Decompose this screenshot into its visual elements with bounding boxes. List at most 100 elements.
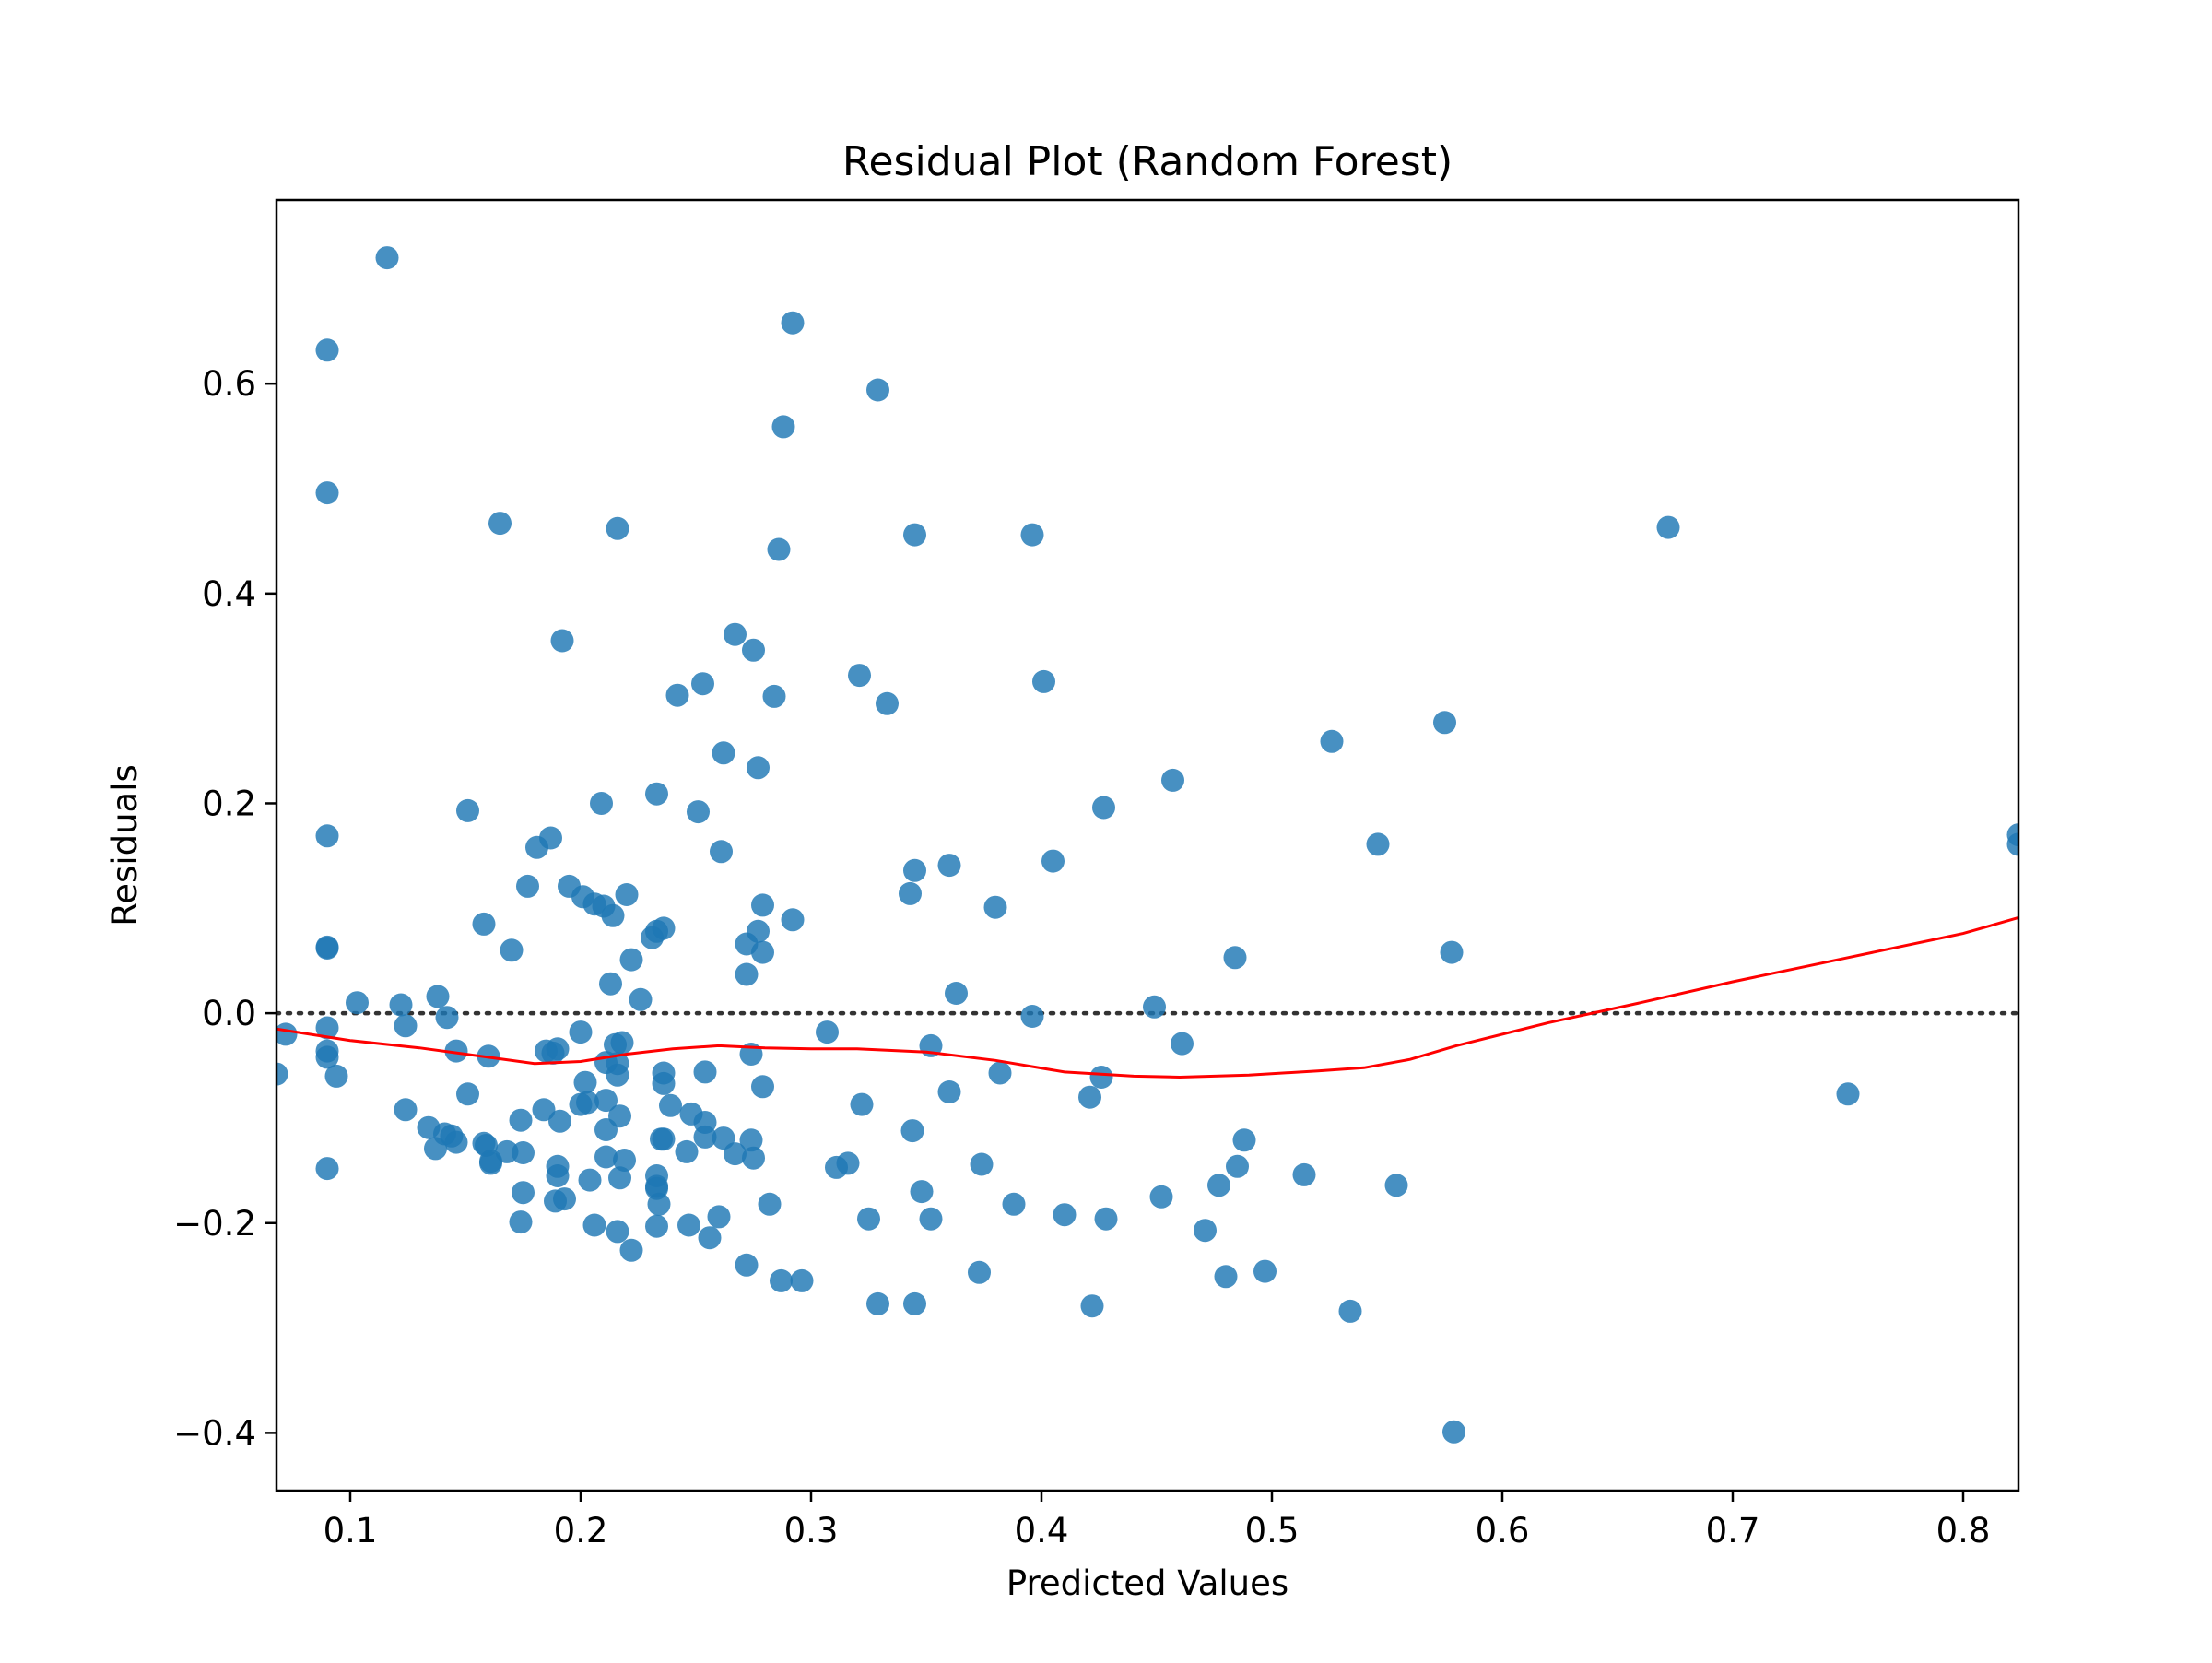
residual-point xyxy=(698,1226,722,1250)
residual-point xyxy=(619,948,643,972)
residual-point xyxy=(647,1192,671,1216)
residual-point xyxy=(315,481,339,505)
residual-point xyxy=(691,672,714,696)
residual-point xyxy=(488,512,512,536)
residual-point xyxy=(500,938,524,962)
residual-point xyxy=(509,1108,533,1132)
residual-point xyxy=(693,1125,717,1149)
residual-point xyxy=(937,1080,961,1103)
residual-point xyxy=(1089,1066,1113,1089)
residual-point xyxy=(479,1151,502,1175)
lowess-trend-line xyxy=(276,916,2018,1079)
residual-point xyxy=(900,1119,924,1143)
residual-point xyxy=(945,982,968,1005)
residual-point xyxy=(606,516,629,540)
residual-point xyxy=(758,1192,782,1216)
residual-point xyxy=(2006,832,2018,856)
residual-point xyxy=(1092,796,1115,820)
residual-point xyxy=(687,800,710,824)
residual-point xyxy=(751,1075,774,1099)
plot-marks xyxy=(276,246,2018,1444)
residual-point xyxy=(548,1109,571,1133)
residual-point xyxy=(742,638,765,662)
residual-point xyxy=(641,926,664,949)
x-tick-label: 0.7 xyxy=(1706,1511,1760,1551)
residual-point xyxy=(601,903,625,927)
residual-point xyxy=(675,1139,699,1163)
residual-point xyxy=(532,1098,556,1122)
x-axis-label: Predicted Values xyxy=(1006,1563,1288,1603)
y-tick-label: −0.2 xyxy=(173,1204,256,1244)
residual-point xyxy=(573,1070,597,1094)
residual-point xyxy=(919,1207,943,1231)
residual-point xyxy=(426,985,450,1008)
residual-point xyxy=(594,1089,618,1113)
residual-point xyxy=(608,1166,631,1190)
residual-point xyxy=(751,893,774,917)
residual-point xyxy=(613,1149,636,1172)
residual-point xyxy=(825,1155,848,1179)
residual-point xyxy=(590,792,613,815)
residual-point xyxy=(1002,1192,1026,1216)
residual-point xyxy=(937,854,961,878)
x-tick-label: 0.1 xyxy=(324,1511,378,1551)
residual-point xyxy=(389,993,413,1017)
residual-point xyxy=(550,629,574,653)
residual-point xyxy=(315,824,339,848)
residual-point xyxy=(1078,1085,1101,1109)
residual-point xyxy=(444,1039,468,1063)
residual-point xyxy=(1171,1032,1194,1056)
residual-point xyxy=(315,1016,339,1040)
residual-point xyxy=(1080,1294,1104,1318)
residual-point xyxy=(968,1260,991,1284)
residual-point xyxy=(735,962,759,986)
residual-point xyxy=(1433,711,1456,735)
residual-point xyxy=(970,1152,994,1176)
residual-point xyxy=(747,756,770,780)
residual-point xyxy=(435,1006,459,1030)
residual-point xyxy=(850,1092,874,1116)
residual-point xyxy=(594,1145,618,1169)
x-tick-label: 0.5 xyxy=(1245,1511,1300,1551)
residual-point xyxy=(857,1207,880,1231)
residual-point xyxy=(1020,523,1044,547)
residual-point xyxy=(707,1205,731,1229)
residual-point xyxy=(899,881,922,905)
residual-point xyxy=(652,1071,676,1095)
residual-point xyxy=(988,1061,1012,1085)
residual-point xyxy=(615,883,639,906)
residual-point xyxy=(866,1291,889,1315)
residual-point xyxy=(983,895,1007,919)
residual-point xyxy=(1207,1174,1230,1197)
residual-point xyxy=(594,1118,618,1141)
residual-point xyxy=(677,1213,700,1237)
residual-point xyxy=(1226,1154,1249,1178)
residual-point xyxy=(910,1180,934,1204)
residual-point xyxy=(645,782,668,806)
residual-point xyxy=(606,1063,629,1087)
x-tick-label: 0.8 xyxy=(1936,1511,1991,1551)
residual-point xyxy=(315,1045,339,1069)
residual-point xyxy=(1656,515,1680,539)
residual-point xyxy=(1053,1203,1077,1227)
residual-point xyxy=(1440,940,1464,964)
residual-point xyxy=(645,1214,668,1238)
residual-point xyxy=(693,1060,717,1084)
residual-point xyxy=(276,1062,288,1086)
residual-point xyxy=(1143,995,1166,1019)
residual-point xyxy=(599,972,622,996)
x-tick-label: 0.3 xyxy=(784,1511,839,1551)
residual-point xyxy=(541,1041,565,1065)
residual-point xyxy=(903,523,926,547)
residual-point xyxy=(770,1268,793,1292)
residual-point xyxy=(512,1141,535,1164)
residual-point xyxy=(629,987,653,1011)
residual-point xyxy=(751,940,774,964)
residual-point xyxy=(315,338,339,362)
residual-point xyxy=(1384,1174,1408,1197)
residual-point xyxy=(742,1146,765,1170)
residual-point xyxy=(790,1268,814,1292)
